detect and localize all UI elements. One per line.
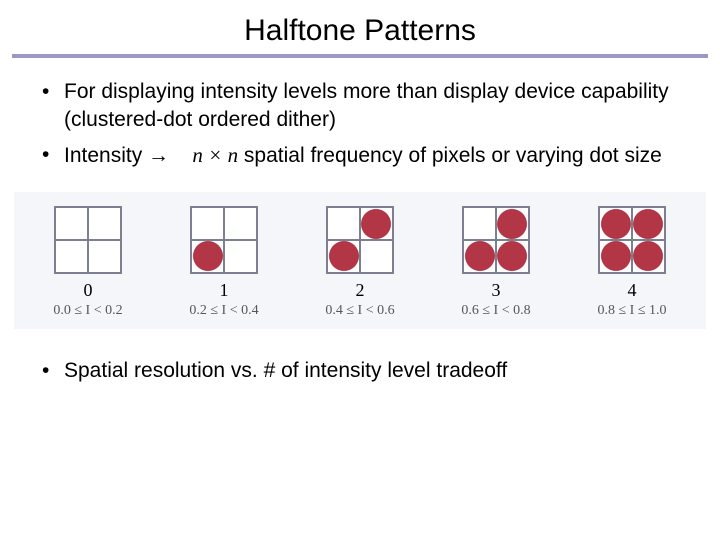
level-range: 0.4 ≤ I < 0.6: [325, 303, 394, 319]
spacer: [175, 144, 187, 167]
halftone-level: 2 0.4 ≤ I < 0.6: [292, 206, 428, 319]
level-index: 2: [356, 280, 365, 301]
halftone-dot-icon: [633, 241, 663, 271]
grid-2x2: [190, 206, 258, 274]
halftone-level: 0 0.0 ≤ I < 0.2: [20, 206, 156, 319]
level-index: 3: [492, 280, 501, 301]
bullet-text: Spatial resolution vs. # of intensity le…: [64, 357, 686, 385]
bullet-marker: •: [42, 141, 64, 170]
arrow-icon: →: [148, 144, 169, 167]
halftone-dot-icon: [465, 241, 495, 271]
level-range: 0.0 ≤ I < 0.2: [53, 303, 122, 319]
halftone-dot-icon: [193, 241, 223, 271]
bullet-item: • Intensity → n × n spatial frequency of…: [42, 141, 686, 170]
grid-2x2: [326, 206, 394, 274]
level-range: 0.2 ≤ I < 0.4: [189, 303, 258, 319]
level-index: 1: [220, 280, 229, 301]
halftone-dot-icon: [497, 241, 527, 271]
grid-2x2: [598, 206, 666, 274]
halftone-dot-icon: [329, 241, 359, 271]
bullet-item: • Spatial resolution vs. # of intensity …: [42, 357, 686, 385]
halftone-level: 3 0.6 ≤ I < 0.8: [428, 206, 564, 319]
bullet-marker: •: [42, 78, 64, 135]
halftone-figure: 0 0.0 ≤ I < 0.2 1 0.2 ≤ I < 0.4 2 0.4 ≤ I < 0…: [14, 192, 706, 329]
halftone-level: 1 0.2 ≤ I < 0.4: [156, 206, 292, 319]
level-index: 0: [84, 280, 93, 301]
bullet-marker: •: [42, 357, 64, 385]
text-run: spatial frequency of pixels or varying d…: [244, 144, 662, 167]
level-range: 0.8 ≤ I ≤ 1.0: [597, 303, 666, 319]
title-rule: [12, 54, 708, 58]
bullet-list: • Spatial resolution vs. # of intensity …: [42, 357, 686, 385]
slide: Halftone Patterns • For displaying inten…: [0, 0, 720, 540]
level-range: 0.6 ≤ I < 0.8: [461, 303, 530, 319]
grid-2x2: [54, 206, 122, 274]
halftone-dot-icon: [601, 241, 631, 271]
bullet-text: For displaying intensity levels more tha…: [64, 78, 686, 135]
bullet-list: • For displaying intensity levels more t…: [42, 78, 686, 170]
halftone-dot-icon: [361, 209, 391, 239]
halftone-dot-icon: [601, 209, 631, 239]
bullet-item: • For displaying intensity levels more t…: [42, 78, 686, 135]
bullet-text: Intensity → n × n spatial frequency of p…: [64, 141, 686, 170]
math-n-by-n: n × n: [192, 143, 238, 167]
grid-2x2: [462, 206, 530, 274]
text-run: Intensity: [64, 144, 148, 167]
halftone-level: 4 0.8 ≤ I ≤ 1.0: [564, 206, 700, 319]
halftone-dot-icon: [497, 209, 527, 239]
level-index: 4: [628, 280, 637, 301]
page-title: Halftone Patterns: [0, 14, 720, 48]
halftone-dot-icon: [633, 209, 663, 239]
